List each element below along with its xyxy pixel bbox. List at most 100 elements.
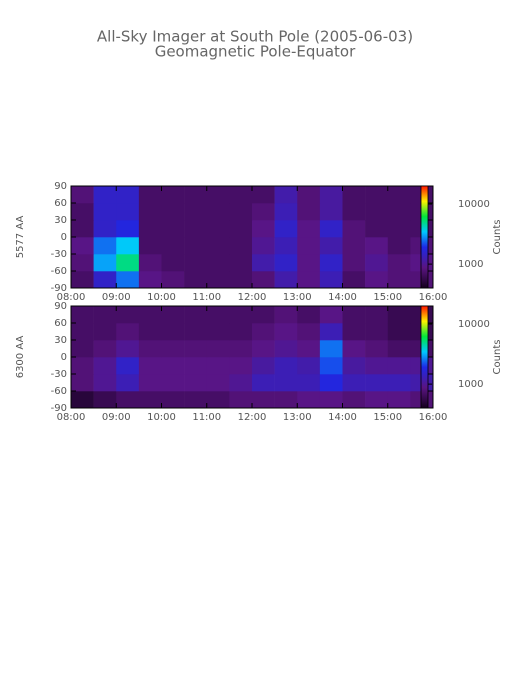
heatmap-cell (161, 186, 185, 204)
heatmap-cell (365, 254, 389, 272)
heatmap-cell (342, 374, 366, 392)
heatmap-cell (342, 254, 366, 272)
heatmap-cell (161, 271, 185, 289)
colorbar-label: Counts (492, 220, 503, 255)
heatmap-cell (297, 391, 321, 409)
y-tick-label: 90 (54, 301, 67, 312)
x-tick-label: 13:00 (283, 292, 312, 303)
heatmap-cell (71, 203, 94, 221)
heatmap-cell (138, 374, 162, 392)
y-tick-label: -60 (51, 386, 67, 397)
heatmap-cell (229, 220, 253, 238)
heatmap-cell (184, 391, 208, 409)
chart-title: All-Sky Imager at South Pole (2005-06-03… (97, 28, 413, 46)
heatmap-cell (206, 237, 230, 255)
heatmap-cell (252, 306, 275, 324)
heatmap-cell (342, 271, 366, 289)
heatmap-cell (229, 186, 253, 204)
heatmap-cell (229, 254, 253, 272)
colorbar (420, 185, 429, 289)
x-tick-label: 15:00 (373, 412, 402, 423)
heatmap-cell (184, 357, 208, 375)
y-tick-label: 60 (54, 198, 67, 209)
colorbar-label: Counts (492, 340, 503, 375)
heatmap-cell (138, 391, 162, 409)
heatmap-cell (387, 254, 411, 272)
heatmap-cell (71, 391, 94, 409)
heatmap-cell (93, 306, 117, 324)
colorbar-tick-label: 10000 (458, 199, 490, 210)
heatmap-cell (206, 203, 230, 221)
heatmap-cell (319, 357, 343, 375)
heatmap-cell (116, 203, 140, 221)
heatmap-cell (138, 357, 162, 375)
heatmap-cell (387, 186, 411, 204)
heatmap-cell (365, 340, 389, 358)
heatmap-cell (206, 306, 230, 324)
heatmap-cell (161, 306, 185, 324)
heatmap-cell (319, 203, 343, 221)
heatmap-cell (229, 203, 253, 221)
x-tick-label: 08:00 (57, 412, 86, 423)
heatmap-cell (161, 391, 185, 409)
heatmap-cell (252, 357, 275, 375)
heatmap-cell (206, 271, 230, 289)
heatmap-cell (365, 323, 389, 341)
heatmap-cell (206, 254, 230, 272)
heatmap-cell (116, 306, 140, 324)
heatmap-cell (138, 340, 162, 358)
heatmap-cell (319, 254, 343, 272)
heatmap-cell (274, 271, 298, 289)
heatmap-cell (319, 220, 343, 238)
heatmap-cell (387, 323, 411, 341)
heatmap-cell (319, 374, 343, 392)
heatmap-cell (342, 323, 366, 341)
heatmap-cell (93, 323, 117, 341)
heatmap-cell (71, 220, 94, 238)
x-tick-label: 09:00 (102, 412, 131, 423)
colorbar-tick-label: 1000 (458, 259, 483, 270)
heatmap-cell (206, 186, 230, 204)
heatmap-cell (161, 237, 185, 255)
x-tick-label: 14:00 (328, 412, 357, 423)
heatmap-cell (138, 271, 162, 289)
heatmap-cell (229, 391, 253, 409)
heatmap-cell (161, 254, 185, 272)
heatmap-cell (93, 357, 117, 375)
heatmap-cell (387, 220, 411, 238)
heatmap-cell (206, 220, 230, 238)
heatmap-cell (365, 271, 389, 289)
x-tick-label: 09:00 (102, 292, 131, 303)
heatmap-cell (138, 203, 162, 221)
heatmap-cell (297, 237, 321, 255)
y-axis-label: 6300 AA (15, 336, 26, 379)
heatmap-cell (387, 340, 411, 358)
heatmap-cell (252, 237, 275, 255)
heatmap-cell (342, 340, 366, 358)
y-tick-label: 0 (61, 232, 67, 243)
heatmap-cell (252, 391, 275, 409)
y-axis-label: 5577 AA (15, 216, 26, 259)
heatmap-cell (161, 203, 185, 221)
heatmap-cell (252, 271, 275, 289)
heatmap-cell (184, 374, 208, 392)
heatmap-cell (274, 220, 298, 238)
heatmap-cell (93, 186, 117, 204)
heatmap-cell (116, 237, 140, 255)
heatmap-cell (342, 391, 366, 409)
heatmap-cell (161, 374, 185, 392)
heatmap-cell (252, 254, 275, 272)
heatmap-cell (71, 186, 94, 204)
heatmap-cell (116, 254, 140, 272)
heatmap-cell (184, 323, 208, 341)
heatmap-cell (274, 186, 298, 204)
heatmap-cell (93, 220, 117, 238)
heatmap-cell (297, 306, 321, 324)
heatmap-cell (274, 203, 298, 221)
heatmap-cell (297, 220, 321, 238)
heatmap-cell (365, 357, 389, 375)
heatmap-cell (342, 357, 366, 375)
colorbar-tick-label: 10000 (458, 319, 490, 330)
heatmap-cell (206, 374, 230, 392)
x-tick-label: 10:00 (147, 292, 176, 303)
